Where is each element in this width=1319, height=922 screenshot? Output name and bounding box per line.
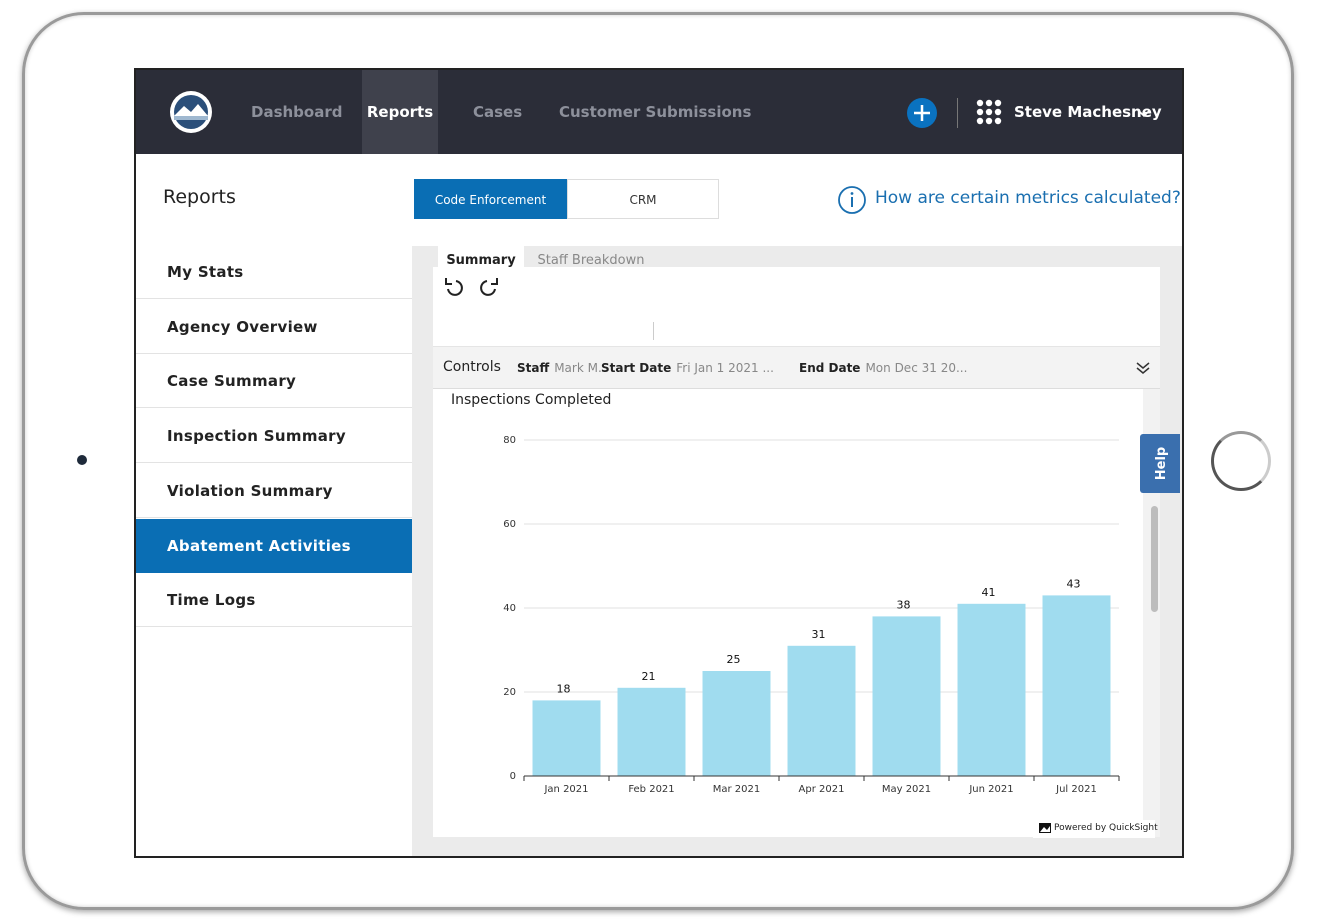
apps-button[interactable] — [976, 99, 1002, 125]
y-tick-label: 20 — [503, 687, 516, 698]
sidebar-item[interactable]: Abatement Activities — [136, 518, 412, 573]
help-link[interactable]: How are certain metrics calculated? — [875, 188, 1181, 208]
subtab[interactable]: Staff Breakdown — [537, 253, 645, 268]
nav-item[interactable]: Customer Submissions — [559, 103, 752, 121]
scroll-track — [1143, 389, 1160, 837]
help-tab[interactable]: Help — [1140, 434, 1180, 493]
camera — [77, 455, 87, 465]
nav-item[interactable]: Dashboard — [251, 103, 343, 121]
value-label: 43 — [1067, 577, 1081, 590]
sidebar-item[interactable]: Violation Summary — [136, 464, 412, 518]
tab[interactable]: Code Enforcement — [414, 179, 567, 219]
navbar: Steve Machesney Dashboard Reports Cases Cus… — [136, 70, 1182, 154]
value-label: 25 — [727, 653, 741, 666]
sidebar-item[interactable]: Inspection Summary — [136, 409, 412, 464]
chart: Inspections Completed 0 20 40 60 80 18 Jan 202… — [451, 392, 1120, 795]
sidebar-item[interactable]: My Stats — [136, 245, 412, 299]
footer: Powered by QuickSight — [1054, 823, 1158, 833]
filter[interactable]: Staff Mark M. — [517, 361, 602, 375]
subtab[interactable]: Summary — [438, 246, 524, 276]
filter[interactable]: Start Date Fri Jan 1 2021 ... — [601, 361, 774, 375]
add-button[interactable] — [906, 97, 938, 129]
value-label: 38 — [897, 598, 911, 611]
bar — [617, 687, 686, 776]
x-tick-label: May 2021 — [882, 784, 931, 795]
y-tick-label: 80 — [503, 435, 516, 446]
bar — [702, 671, 771, 776]
help-tab-label[interactable]: Help — [1154, 446, 1170, 481]
x-tick-label: Mar 2021 — [713, 784, 761, 795]
x-tick-label: Jun 2021 — [968, 784, 1013, 795]
x-tick-label: Feb 2021 — [628, 784, 674, 795]
filter-name: End Date — [799, 361, 861, 375]
x-tick-label: Jul 2021 — [1055, 784, 1097, 795]
filter-name: Staff — [517, 361, 550, 375]
info-icon[interactable] — [837, 185, 867, 215]
subtab-divider — [653, 322, 654, 340]
sidebar-item[interactable]: Time Logs — [136, 573, 412, 628]
x-tick-label: Apr 2021 — [799, 784, 845, 795]
bar — [787, 645, 856, 776]
y-tick-label: 40 — [503, 603, 516, 614]
x-tick-label: Jan 2021 — [543, 784, 588, 795]
home-button[interactable] — [1211, 431, 1271, 491]
sidebar-title: Reports — [163, 186, 236, 208]
value-label: 21 — [642, 670, 656, 683]
bar — [1042, 595, 1111, 776]
y-tick-label: 0 — [510, 771, 516, 782]
value-label: 18 — [557, 682, 571, 695]
filter-name: Start Date — [601, 361, 672, 375]
screen: Steve Machesney Dashboard Reports Cases Cus… — [134, 68, 1184, 858]
chart-title: Inspections Completed — [451, 392, 611, 408]
footer-box: Powered by QuickSight — [1033, 820, 1158, 838]
filter-value: Fri Jan 1 2021 ... — [676, 361, 774, 375]
user-name[interactable]: Steve Machesney — [1014, 103, 1162, 121]
expand-controls[interactable] — [1135, 361, 1151, 375]
logo[interactable] — [166, 90, 216, 136]
tab[interactable]: CRM — [567, 179, 719, 219]
bar — [872, 616, 941, 776]
filter-value: Mark M. — [554, 361, 602, 375]
y-tick-label: 60 — [503, 519, 516, 530]
nav-item[interactable]: Cases — [473, 103, 523, 121]
value-label: 41 — [982, 586, 996, 599]
undo-redo[interactable] — [442, 275, 512, 299]
bar — [957, 603, 1026, 776]
controls-bar: Controls Staff Mark M. Start Date Fri Jan 1… — [433, 347, 1160, 389]
sidebar-item[interactable]: Case Summary — [136, 354, 412, 409]
subtab-rule — [433, 346, 1160, 347]
sidebar-item[interactable]: Agency Overview — [136, 300, 412, 354]
filter-value: Mon Dec 31 20... — [865, 361, 968, 375]
controls-label: Controls — [443, 359, 501, 375]
user-chevron[interactable] — [1137, 109, 1151, 119]
nav-item[interactable]: Reports — [362, 70, 438, 154]
value-label: 31 — [812, 628, 826, 641]
filter[interactable]: End Date Mon Dec 31 20... — [799, 361, 967, 375]
bar — [532, 700, 601, 776]
separator — [957, 98, 958, 128]
scrollbar[interactable] — [1151, 506, 1158, 612]
tablet-frame — [22, 12, 1294, 910]
quicksight-icon — [1039, 823, 1051, 833]
